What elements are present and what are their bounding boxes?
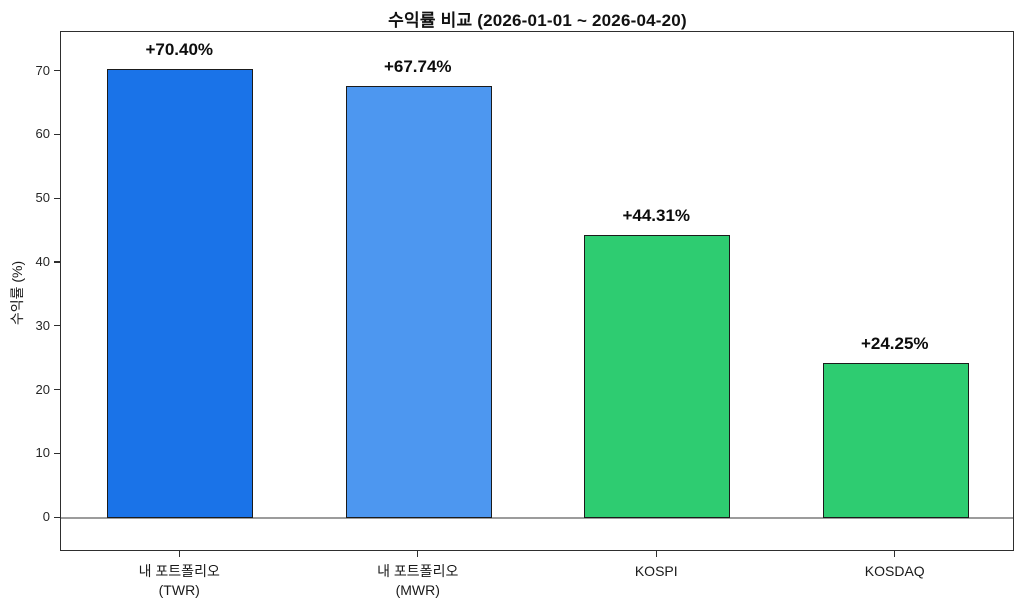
x-tick-mark — [894, 551, 896, 557]
x-tick-mark — [655, 551, 657, 557]
bar-portfolio-mwr — [345, 85, 492, 519]
y-tick-mark — [54, 261, 60, 263]
y-tick-mark — [54, 69, 60, 72]
x-tick-label: 내 포트폴리오 (MWR) — [377, 563, 459, 598]
bar-kospi — [584, 235, 731, 519]
y-tick-mark — [54, 325, 60, 327]
y-tick-mark — [54, 133, 60, 135]
y-tick-label: 60 — [35, 126, 50, 142]
y-tick-mark — [54, 452, 60, 455]
bar-portfolio-twr — [107, 69, 254, 519]
y-tick-label: 50 — [35, 190, 50, 206]
bar-value-label: +67.74% — [383, 56, 452, 76]
y-tick-mark — [54, 388, 60, 391]
y-tick-mark — [54, 197, 60, 199]
bar-kosdaq — [822, 363, 969, 519]
x-tick-label: KOSDAQ — [864, 563, 925, 579]
x-tick-mark — [178, 551, 180, 557]
y-tick-label: 70 — [35, 62, 50, 78]
plot-area — [60, 31, 1014, 551]
bar-value-label: +70.40% — [145, 40, 214, 59]
chart-title: 수익률 비교 (2026-01-01 ~ 2026-04-20) — [388, 11, 687, 30]
y-tick-label: 10 — [35, 445, 50, 461]
y-tick-label: 30 — [35, 317, 50, 333]
y-tick-label: 20 — [35, 381, 50, 397]
x-tick-label: KOSPI — [634, 563, 678, 579]
y-tick-label: 0 — [42, 509, 50, 525]
bar-value-label: +44.31% — [622, 206, 691, 226]
y-tick-mark — [54, 516, 60, 518]
y-tick-label: 40 — [35, 253, 50, 269]
x-tick-mark — [417, 551, 419, 557]
x-tick-label: 내 포트폴리오 (TWR) — [138, 563, 220, 598]
bar-value-label: +24.25% — [860, 334, 929, 354]
zero-line — [61, 517, 1013, 519]
